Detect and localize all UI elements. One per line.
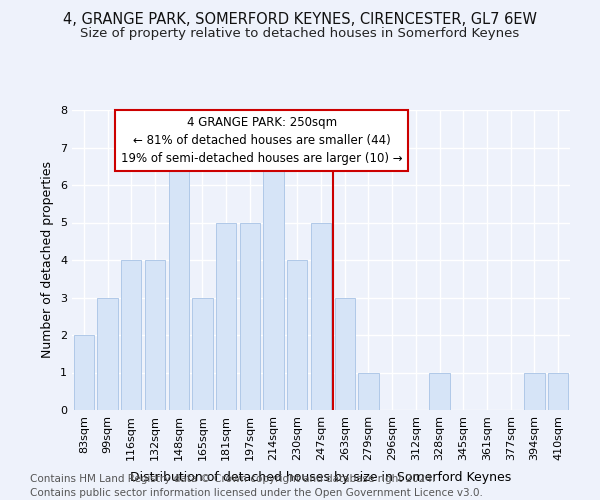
Bar — [97, 298, 118, 410]
Bar — [169, 148, 189, 410]
Bar — [335, 298, 355, 410]
Bar — [240, 222, 260, 410]
Text: 4, GRANGE PARK, SOMERFORD KEYNES, CIRENCESTER, GL7 6EW: 4, GRANGE PARK, SOMERFORD KEYNES, CIRENC… — [63, 12, 537, 28]
Y-axis label: Number of detached properties: Number of detached properties — [41, 162, 55, 358]
Bar — [121, 260, 142, 410]
Bar — [548, 372, 568, 410]
Bar — [311, 222, 331, 410]
Bar — [216, 222, 236, 410]
Bar — [263, 148, 284, 410]
Bar — [358, 372, 379, 410]
Bar — [193, 298, 212, 410]
Bar — [145, 260, 165, 410]
Text: Size of property relative to detached houses in Somerford Keynes: Size of property relative to detached ho… — [80, 28, 520, 40]
Bar — [430, 372, 449, 410]
Text: Contains HM Land Registry data © Crown copyright and database right 2024.
Contai: Contains HM Land Registry data © Crown c… — [30, 474, 483, 498]
Bar — [74, 335, 94, 410]
Bar — [287, 260, 307, 410]
Bar — [524, 372, 545, 410]
Text: 4 GRANGE PARK: 250sqm
← 81% of detached houses are smaller (44)
19% of semi-deta: 4 GRANGE PARK: 250sqm ← 81% of detached … — [121, 116, 403, 164]
X-axis label: Distribution of detached houses by size in Somerford Keynes: Distribution of detached houses by size … — [130, 471, 512, 484]
